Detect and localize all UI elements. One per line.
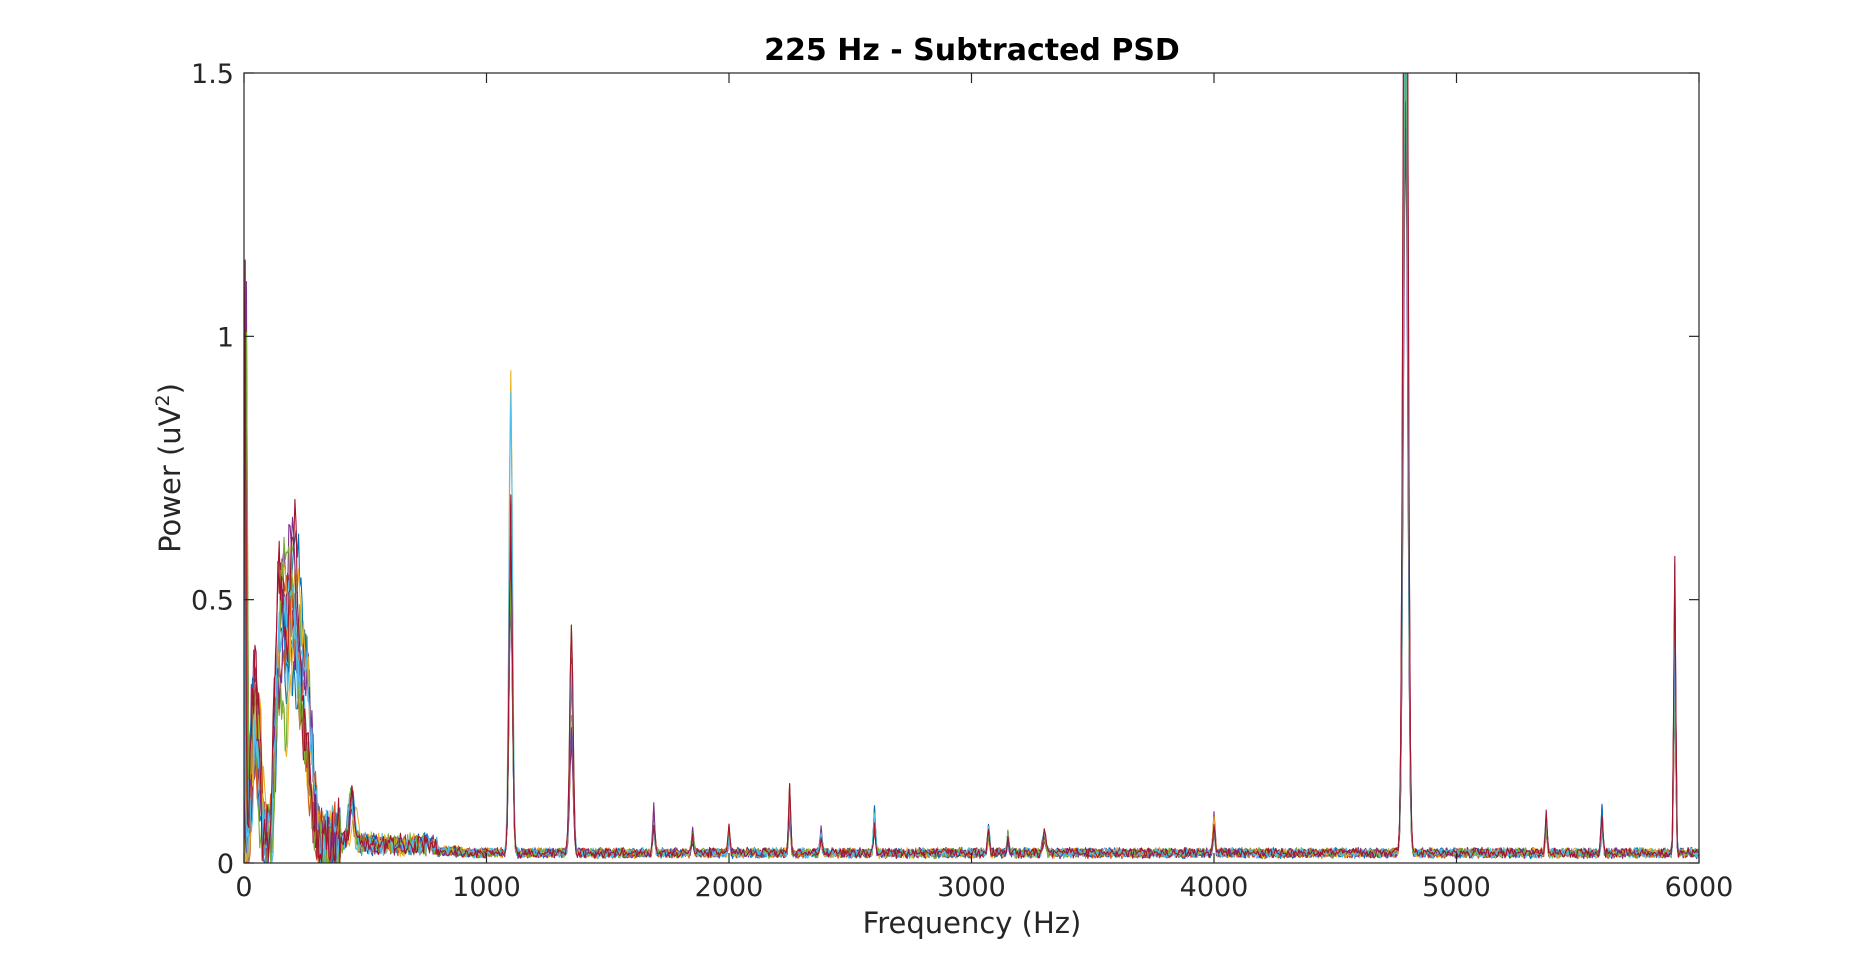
y-axis-label: Power (uV2) — [152, 383, 187, 553]
y-axis-label-sup: 2 — [152, 394, 174, 406]
series-line-2 — [244, 73, 1699, 863]
y-axis-label-close: ) — [153, 383, 187, 394]
series-line-9 — [244, 73, 1699, 863]
series-line-3 — [244, 73, 1699, 863]
series-line-11 — [244, 73, 1699, 863]
y-tick-label-3: 1.5 — [191, 59, 234, 90]
y-axis-label-main: Power (uV — [153, 406, 187, 553]
series-line-1 — [244, 73, 1699, 863]
series-line-10 — [244, 127, 1699, 863]
x-tick-label-3: 3000 — [937, 872, 1006, 903]
x-tick-label-1: 1000 — [452, 872, 521, 903]
series-line-8 — [244, 73, 1699, 863]
series-line-12 — [244, 73, 1699, 863]
series-layer — [244, 73, 1699, 863]
x-tick-label-0: 0 — [235, 872, 252, 903]
chart-title: 225 Hz - Subtracted PSD — [764, 33, 1180, 68]
x-tick-label-4: 4000 — [1180, 872, 1249, 903]
series-line-4 — [244, 73, 1699, 863]
plot-frame — [243, 72, 1700, 864]
x-tick-label-6: 6000 — [1665, 872, 1734, 903]
series-line-13 — [244, 73, 1699, 863]
x-axis-label: Frequency (Hz) — [863, 906, 1082, 940]
y-tick-label-0: 0 — [217, 849, 234, 880]
ticks-layer: 0 1000 2000 3000 4000 5000 6000 0 0.5 1 1.5 — [191, 59, 1733, 903]
series-line-6 — [244, 73, 1699, 863]
series-line-0 — [244, 73, 1699, 863]
x-tick-label-2: 2000 — [695, 872, 764, 903]
y-tick-label-1: 0.5 — [191, 586, 234, 617]
series-line-5 — [244, 73, 1699, 863]
x-tick-label-5: 5000 — [1422, 872, 1491, 903]
y-tick-label-2: 1 — [217, 322, 234, 353]
series-line-7 — [244, 101, 1699, 863]
